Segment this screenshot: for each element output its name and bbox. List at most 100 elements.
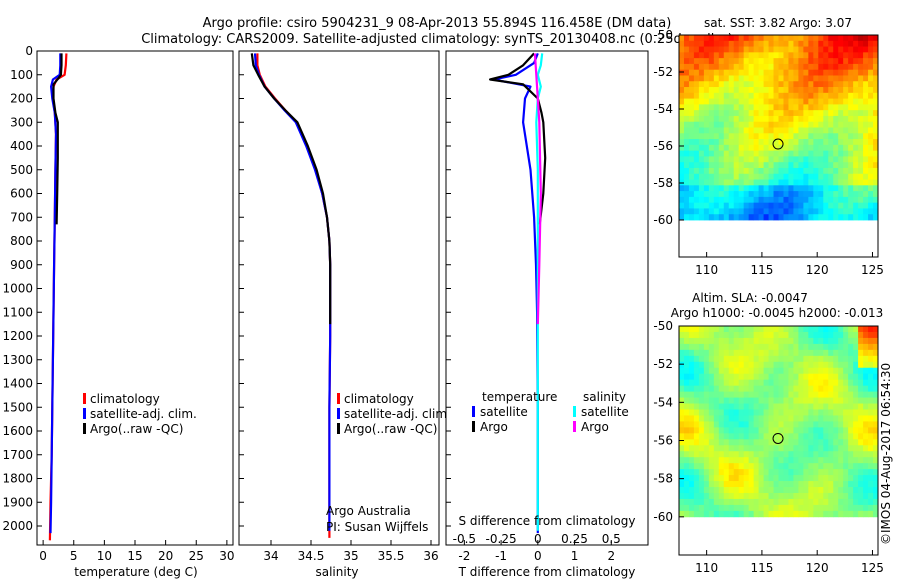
map-cell	[873, 58, 879, 65]
map-cell	[848, 162, 854, 169]
map-cell	[708, 361, 715, 369]
map-cell	[858, 46, 864, 53]
map-cell	[853, 475, 859, 482]
map-cell	[823, 498, 829, 506]
map-cell	[808, 367, 814, 375]
map-cell	[853, 361, 859, 369]
map-cell	[843, 415, 849, 422]
map-cell	[748, 162, 755, 169]
map-cell	[693, 463, 700, 470]
map-cell	[823, 433, 829, 440]
map-cell	[873, 69, 879, 76]
map-cell	[753, 202, 760, 209]
map-cell	[748, 87, 755, 94]
map-cell	[788, 433, 794, 440]
map-cell	[748, 191, 755, 198]
map-cell	[868, 463, 874, 470]
map-cell	[679, 173, 685, 180]
map-cell	[798, 415, 804, 422]
map-cell	[863, 421, 869, 428]
map-cell	[788, 110, 794, 117]
map-cell	[798, 337, 804, 345]
map-cell	[748, 355, 755, 363]
map-cell	[798, 139, 804, 146]
map-cell	[723, 139, 730, 146]
map-cell	[848, 487, 854, 494]
map-cell	[828, 373, 834, 381]
map-cell	[763, 69, 769, 76]
map-cell	[803, 75, 809, 82]
map-cell	[838, 115, 844, 123]
map-cell	[698, 439, 705, 446]
s-x-tick-label: -0.25	[486, 532, 517, 546]
map-cell	[803, 433, 809, 440]
map-cell	[798, 397, 804, 404]
map-cell	[818, 58, 824, 65]
map-cell	[868, 457, 874, 464]
map-cell	[868, 173, 874, 180]
map-cell	[808, 373, 814, 381]
map-cell	[693, 127, 700, 134]
map-cell	[818, 87, 824, 94]
map-cell	[713, 469, 720, 476]
map-cell	[753, 439, 760, 446]
map-cell	[693, 110, 700, 117]
map-cell	[823, 40, 829, 47]
map-cell	[763, 409, 769, 416]
map-cell	[863, 162, 869, 169]
map-cell	[693, 331, 700, 339]
map-cell	[858, 35, 864, 42]
map-cell	[693, 144, 700, 152]
map-cell	[838, 439, 844, 446]
map-cell	[868, 185, 874, 192]
map-cell	[763, 331, 769, 339]
map-cell	[823, 397, 829, 404]
map-cell	[698, 421, 705, 428]
map-cell	[838, 397, 844, 404]
map-cell	[708, 391, 715, 398]
map-cell	[723, 69, 730, 76]
map-cell	[873, 92, 879, 99]
map-cell	[679, 427, 685, 434]
map-cell	[688, 115, 695, 123]
map-cell	[823, 326, 829, 333]
map-cell	[753, 326, 760, 333]
map-cell	[753, 110, 760, 117]
map-cell	[808, 421, 814, 428]
map-cell	[679, 156, 685, 163]
map-cell	[693, 385, 700, 392]
map-cell	[848, 144, 854, 152]
map-cell	[828, 69, 834, 76]
map-cell	[783, 156, 789, 163]
map-cell	[763, 451, 769, 458]
map-cell	[698, 487, 705, 494]
map-cell	[743, 421, 750, 428]
legend-label: satellite-adj. clim.	[344, 407, 451, 421]
y-tick-label: -56	[653, 139, 673, 153]
map-cell	[788, 475, 794, 482]
map-cell	[803, 463, 809, 470]
map-cell	[683, 35, 690, 42]
map-cell	[728, 385, 735, 392]
map-cell	[718, 343, 725, 351]
map-cell	[813, 139, 819, 146]
map-cell	[798, 63, 804, 71]
map-cell	[708, 214, 715, 221]
map-cell	[828, 481, 834, 488]
map-cell	[833, 439, 839, 446]
map-cell	[778, 75, 784, 82]
map-cell	[698, 40, 705, 47]
salinity-profile-chart: 34 34.5 35 35.5 36climatologysatellite-adj. …	[238, 50, 451, 563]
map-cell	[873, 379, 879, 387]
map-cell	[688, 385, 695, 392]
map-cell	[823, 58, 829, 65]
map-cell	[793, 475, 799, 482]
map-cell	[778, 69, 784, 76]
map-cell	[733, 457, 740, 464]
map-cell	[773, 504, 779, 512]
map-cell	[813, 445, 819, 452]
map-cell	[783, 133, 789, 140]
map-cell	[768, 457, 774, 464]
map-cell	[813, 52, 819, 59]
map-cell	[718, 162, 725, 169]
